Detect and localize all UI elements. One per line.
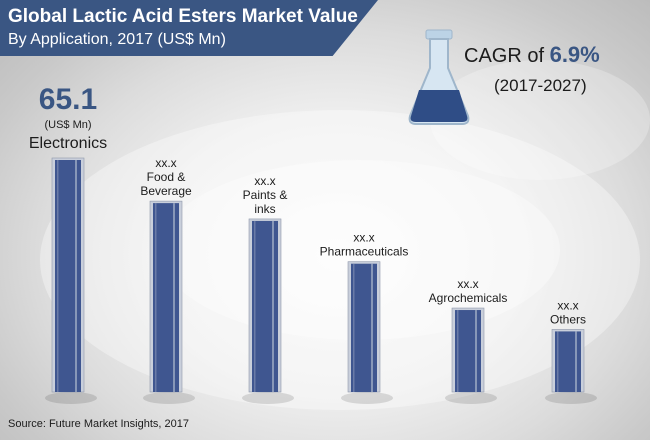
cagr-range: (2017-2027) [494,76,587,95]
category-label: Paints & [243,188,288,202]
bar-shadow [45,392,97,404]
cagr-value: 6.9% [549,42,600,67]
data-label: xx.x [353,231,374,245]
data-label: xx.x [254,174,275,188]
source-note: Source: Future Market Insights, 2017 [8,418,189,430]
data-label: xx.x [557,298,578,312]
bar-highlight [57,160,59,392]
bar-highlight [557,331,559,392]
bar-shadow [341,392,393,404]
category-label: inks [254,202,275,216]
bar-highlight [575,331,577,392]
bar-highlight [155,203,157,392]
category-label: Food & [147,170,186,184]
title-banner: Global Lactic Acid Esters Market Value B… [0,0,378,56]
cagr-prefix: CAGR of [464,45,550,67]
chart-subtitle: By Application, 2017 (US$ Mn) [8,31,226,48]
bar-highlight [457,310,459,392]
data-label: xx.x [155,156,176,170]
cagr-text: CAGR of 6.9% [464,42,600,68]
bar-highlight [75,160,77,392]
bar [252,220,278,392]
chart-title: Global Lactic Acid Esters Market Value [8,6,358,27]
data-label: xx.x [457,277,478,291]
bar [555,331,581,392]
unit-label: (US$ Mn) [44,119,91,131]
bar-shadow [445,392,497,404]
bar-highlight [371,263,373,392]
bar-highlight [353,263,355,392]
bar [153,203,179,392]
bar-highlight [254,220,256,392]
category-label: Beverage [140,184,192,198]
cagr-callout: CAGR of 6.9% (2017-2027) [444,20,640,106]
bar [55,160,81,392]
bar [455,310,481,392]
category-label: Others [550,312,586,326]
bar-shadow [143,392,195,404]
bar [351,263,377,392]
flask-icon [408,29,470,125]
category-label: Agrochemicals [429,291,508,305]
category-label: Electronics [29,135,107,152]
bar-highlight [272,220,274,392]
bar-shadow [242,392,294,404]
bar-shadow [545,392,597,404]
bar-highlight [475,310,477,392]
category-label: Pharmaceuticals [320,245,409,259]
bar-highlight [173,203,175,392]
data-label: 65.1 [39,83,97,116]
